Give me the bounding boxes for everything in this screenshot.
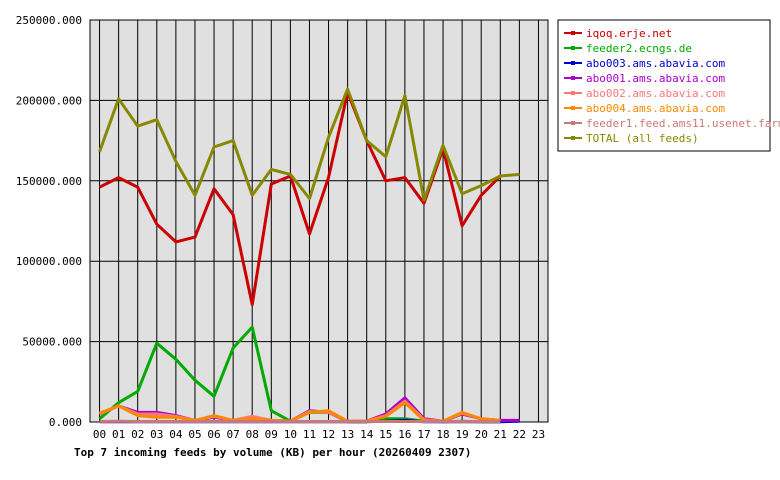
x-tick-label: 07 xyxy=(227,428,240,441)
chart-title: Top 7 incoming feeds by volume (KB) per … xyxy=(74,446,471,459)
legend-entry-label: iqoq.erje.net xyxy=(586,27,672,40)
legend-marker xyxy=(571,31,575,35)
series-lines xyxy=(98,87,520,424)
y-tick-label: 250000.000 xyxy=(16,14,82,27)
legend-entry-label: feeder1.feed.ams11.usenet.farm xyxy=(586,117,780,130)
series-line-7 xyxy=(98,87,520,202)
x-tick-label: 05 xyxy=(188,428,201,441)
x-tick-label: 10 xyxy=(284,428,297,441)
legend-entry-label: abo002.ams.abavia.com xyxy=(586,87,725,100)
x-tick-label: 16 xyxy=(398,428,411,441)
x-tick-label: 09 xyxy=(265,428,278,441)
x-tick-label: 15 xyxy=(379,428,392,441)
y-tick-label: 200000.000 xyxy=(16,94,82,107)
legend-marker xyxy=(571,91,575,95)
x-tick-label: 22 xyxy=(513,428,526,441)
legend-entry-label: abo004.ams.abavia.com xyxy=(586,102,725,115)
x-tick-label: 04 xyxy=(169,428,183,441)
legend-marker xyxy=(571,136,575,140)
legend-marker xyxy=(571,76,575,80)
plot-background xyxy=(89,19,549,423)
x-tick-label: 11 xyxy=(303,428,316,441)
x-tick-label: 08 xyxy=(246,428,259,441)
legend-entry-label: feeder2.ecngs.de xyxy=(586,42,692,55)
legend-marker xyxy=(571,121,575,125)
legend-marker xyxy=(571,61,575,65)
x-tick-label: 20 xyxy=(475,428,488,441)
legend-marker xyxy=(571,46,575,50)
y-axis: 0.000 50000.000 100000.000 150000.000 200000… xyxy=(16,14,82,429)
x-tick-label: 13 xyxy=(341,428,354,441)
y-tick-label: 100000.000 xyxy=(16,255,82,268)
legend-box xyxy=(557,19,771,152)
x-tick-label: 21 xyxy=(494,428,507,441)
legend-entry-label: abo001.ams.abavia.com xyxy=(586,72,725,85)
x-tick-label: 18 xyxy=(436,428,449,441)
x-tick-label: 14 xyxy=(360,428,374,441)
x-tick-label: 19 xyxy=(456,428,469,441)
x-tick-label: 00 xyxy=(93,428,106,441)
x-axis: 00 01 02 03 04 05 06 07 08 09 10 11 12 13 14 15 16 17 18 19… xyxy=(93,428,545,441)
x-tick-label: 02 xyxy=(131,428,144,441)
x-tick-label: 06 xyxy=(207,428,220,441)
x-tick-label: 23 xyxy=(532,428,545,441)
y-tick-label: 150000.000 xyxy=(16,175,82,188)
grid xyxy=(90,20,548,422)
x-tick-label: 03 xyxy=(150,428,163,441)
legend: iqoq.erje.net feeder2.ecngs.de abo003.ams.… xyxy=(557,19,780,152)
y-tick-label: 50000.000 xyxy=(22,336,82,349)
legend-marker xyxy=(571,106,575,110)
legend-entry-label: TOTAL (all feeds) xyxy=(586,132,699,145)
legend-entry-label: abo003.ams.abavia.com xyxy=(586,57,725,70)
x-tick-label: 12 xyxy=(322,428,335,441)
y-tick-label: 0.000 xyxy=(49,416,82,429)
x-tick-label: 01 xyxy=(112,428,125,441)
x-tick-label: 17 xyxy=(417,428,430,441)
